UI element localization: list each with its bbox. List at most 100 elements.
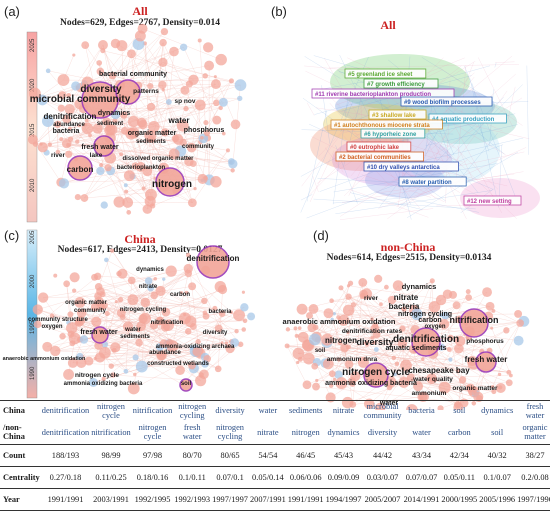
network-node xyxy=(204,60,215,71)
network-node xyxy=(120,126,129,135)
table-cell: 80/65 xyxy=(211,444,249,467)
keyword-label: fresh water xyxy=(81,144,119,151)
network-edge xyxy=(144,43,208,139)
network-node xyxy=(194,99,206,111)
cluster-edge xyxy=(332,196,419,204)
cluster-edge xyxy=(304,56,341,79)
network-node xyxy=(203,119,209,126)
cluster-edge xyxy=(312,176,319,193)
network-node xyxy=(159,38,167,47)
table-cell: 0.11/0.25 xyxy=(90,466,132,489)
table-cell: soil xyxy=(478,420,517,445)
panel-a-labels: bacterial community diversity patternsmicr… xyxy=(30,71,225,190)
panel-a-letter: (a) xyxy=(4,4,20,19)
network-node xyxy=(66,143,71,148)
network-node xyxy=(169,46,179,57)
cluster-edge xyxy=(398,84,523,209)
cluster-edge xyxy=(409,118,444,188)
cluster-edge xyxy=(436,205,472,207)
network-node xyxy=(218,105,223,111)
table-cell: fresh water xyxy=(516,400,550,421)
table-cell: 42/34 xyxy=(440,444,479,467)
keyword-label: community xyxy=(182,144,215,150)
network-node xyxy=(58,178,70,189)
keyword-label: water xyxy=(168,116,190,125)
network-node xyxy=(221,131,226,136)
table-cell: bacteria xyxy=(402,400,441,421)
cluster-label: #10 dry valleys antarctica xyxy=(367,165,440,171)
cluster-edge xyxy=(306,110,327,202)
network-edge xyxy=(66,143,148,210)
table-cell: 40/32 xyxy=(478,444,517,467)
table-cell: 1992/1993 xyxy=(173,488,212,511)
cluster-label-box xyxy=(344,68,427,79)
row-label-non-china: /non-China xyxy=(0,420,41,445)
table-cell: 188/193 xyxy=(40,444,91,467)
table-cell: carbon xyxy=(440,420,479,445)
keyword-table: China denitrification nitrogen cycle nit… xyxy=(0,400,550,511)
table-cell: 0.05/0.14 xyxy=(248,466,287,489)
cluster-edge xyxy=(335,190,493,214)
network-node xyxy=(119,152,124,157)
cluster-edge xyxy=(439,67,523,126)
network-edge xyxy=(121,154,233,171)
network-node xyxy=(180,85,190,95)
network-node xyxy=(171,134,179,143)
network-edge xyxy=(32,139,62,183)
network-node xyxy=(81,41,90,50)
network-node xyxy=(160,128,170,137)
table-cell: dynamics xyxy=(324,420,363,445)
table-cell: 0.07/0.1 xyxy=(211,466,249,489)
network-node xyxy=(67,126,72,131)
cluster-edge xyxy=(319,172,373,192)
network-node xyxy=(54,120,62,128)
network-node xyxy=(146,102,156,112)
table-cell: nitrogen cycle xyxy=(131,420,174,445)
panel-c-letter: (c) xyxy=(4,228,20,243)
network-edge xyxy=(191,104,201,148)
network-node xyxy=(83,122,87,127)
cluster-edge xyxy=(332,92,349,205)
network-node xyxy=(183,106,189,112)
cluster-label-box xyxy=(335,151,424,162)
table-cell: 54/54 xyxy=(248,444,287,467)
hub-node xyxy=(67,155,93,181)
table-row-count: Count 188/193 98/99 97/98 80/70 80/65 54… xyxy=(0,444,550,467)
table-cell: 46/45 xyxy=(286,444,325,467)
network-node xyxy=(213,99,220,107)
table-row-china: China denitrification nitrogen cycle nit… xyxy=(0,400,550,421)
network-node xyxy=(138,119,148,130)
network-edge xyxy=(114,120,179,140)
keyword-label: dissolved organic matter xyxy=(122,156,194,162)
cluster-label: #3 shallow lake xyxy=(372,113,416,119)
keyword-label: bacteria xyxy=(53,128,80,135)
year-label-c-0: 2005 xyxy=(30,230,36,244)
network-edge xyxy=(84,80,232,199)
panel-a-stats: Nodes=629, Edges=2767, Density=0.014 xyxy=(59,18,221,28)
cluster-edge xyxy=(350,192,423,210)
network-node xyxy=(37,142,48,153)
network-node xyxy=(227,158,235,165)
table-cell: 1997/1997 xyxy=(211,488,249,511)
network-node xyxy=(108,71,117,80)
network-node xyxy=(65,150,73,158)
network-node xyxy=(186,142,197,153)
table-cell: nitrogen cycling xyxy=(211,420,249,445)
network-node xyxy=(75,139,80,144)
keyword-label: carbon xyxy=(67,165,94,174)
table-cell: soil xyxy=(440,400,479,421)
cluster-edge xyxy=(458,122,530,139)
table-cell: fresh water xyxy=(173,420,212,445)
cluster-edge xyxy=(423,137,524,161)
network-node xyxy=(57,74,70,87)
keyword-label: dynamics xyxy=(98,110,130,117)
network-edge xyxy=(75,47,184,87)
table-cell: diversity xyxy=(362,420,403,445)
network-node xyxy=(64,103,75,115)
cluster-edge xyxy=(300,56,369,213)
cluster-edge xyxy=(478,57,514,129)
row-label-count: Count xyxy=(0,444,41,467)
cluster-edge xyxy=(464,65,517,199)
network-edge xyxy=(162,62,194,80)
network-edge xyxy=(99,62,156,179)
